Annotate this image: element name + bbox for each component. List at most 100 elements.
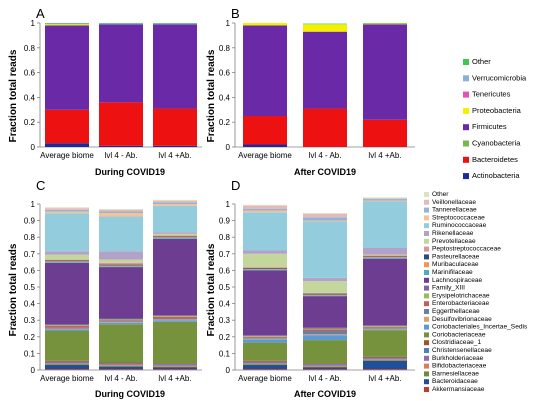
panel-d-bar-segment [243, 362, 287, 364]
panel-c-bar-segment [99, 369, 143, 370]
panel-c-bar-segment [99, 262, 143, 265]
legend-swatch [424, 285, 429, 291]
legend-swatch [463, 107, 469, 114]
panel-a-category-label: Average biome [40, 151, 94, 160]
panel-c-bar-segment [153, 367, 197, 370]
panel-d-bar-segment [363, 326, 407, 328]
panel-c-bar-segment [153, 238, 197, 239]
panel-b-category-label: lvl 4 - Ab. [309, 151, 342, 160]
panel-d-bar-segment [243, 360, 287, 362]
legend-swatch [424, 254, 429, 260]
panel-a-category-label: lvl 4 - Ab. [105, 151, 138, 160]
panel-d-bar-segment [243, 267, 287, 268]
panel-c-bar-segment [99, 363, 143, 365]
panel-d-bar-segment [303, 327, 347, 329]
panel-c-bar-segment [99, 365, 143, 367]
panel-c-bar-segment [153, 233, 197, 236]
panel-c-bar-segment [153, 205, 197, 233]
panel-c-ytick-label: 0.2 [24, 333, 36, 342]
panel-d-bar-segment [303, 221, 347, 278]
panel-d-bar-segment [243, 268, 287, 270]
panel-c-xlabel: During COVID19 [95, 389, 165, 399]
panel-d-bar-segment [363, 360, 407, 370]
panel-d-ytick-label: 0.6 [219, 266, 231, 275]
panel-d-bar-segment [303, 281, 347, 293]
legend-swatch [463, 91, 469, 98]
panel-a-bar-segment [153, 24, 197, 109]
panel-d-bar-segment [363, 256, 407, 258]
legend-label: Other [432, 191, 449, 198]
panel-c-bar-segment [99, 318, 143, 320]
panel-d-ylabel: Fraction total reads [206, 243, 217, 336]
panel-b-bar-segment [243, 144, 287, 147]
panel-b-bar-segment [363, 23, 407, 25]
legend-swatch [463, 59, 469, 65]
panel-d-bar-segment [303, 329, 347, 331]
panel-d-bar-segment [303, 340, 347, 364]
panel-d-bar-segment [303, 365, 347, 367]
panel-letter-d: D [231, 178, 240, 193]
panel-c-bar-segment [153, 365, 197, 366]
panel-d-bar-segment [363, 255, 407, 257]
legend-label: Rikenellaceae [432, 230, 474, 237]
panel-c-bar-segment [153, 366, 197, 368]
panel-d-bar-segment [363, 327, 407, 329]
legend-swatch [424, 371, 429, 377]
panel-c-bar-segment [45, 365, 89, 370]
panel-c-bar-segment [45, 362, 89, 364]
legend-swatch [424, 238, 429, 244]
panel-a-ytick-label: 0 [31, 143, 36, 152]
panel-c-bar-segment [45, 211, 89, 214]
panel-c-bar-segment [45, 262, 89, 263]
panel-d-bar-segment [243, 369, 287, 370]
panel-a-bar-segment [153, 108, 197, 146]
panel-d-bar-segment [243, 339, 287, 343]
legend-swatch [424, 277, 429, 283]
legend-label: Veillonellaceae [432, 199, 476, 206]
legend-swatch [463, 124, 469, 131]
panel-b-bar-segment [243, 23, 287, 26]
panel-d-bar-segment [243, 205, 287, 209]
legend-label: Verrucomicrobia [472, 73, 527, 82]
panel-b-bar-segment [363, 23, 407, 24]
panel-d-bar-segment [303, 217, 347, 221]
panel-d-bar-segment [303, 330, 347, 335]
panel-d-bar-segment [303, 213, 347, 218]
panel-c-bar-segment [153, 365, 197, 367]
panel-d-bar-segment [303, 334, 347, 336]
panel-b-category-label: lvl 4 +Ab. [368, 151, 401, 160]
panel-c-bar-segment [99, 365, 143, 366]
panel-c-ytick-label: 0.3 [24, 316, 36, 325]
legend-label: Pasteurellaceae [432, 253, 480, 260]
panel-c-bar-segment [99, 211, 143, 214]
panel-c-bar-segment [153, 204, 197, 206]
panel-d-bar-segment [303, 367, 347, 370]
panel-d-bar-segment [243, 338, 287, 340]
legend-swatch [424, 363, 429, 369]
panel-d-bar-segment [363, 357, 407, 359]
panel-d-ytick-label: 1 [226, 200, 231, 209]
legend-label: Erysipelotrichaceae [432, 292, 490, 299]
panel-d-bar-segment [303, 293, 347, 295]
panel-b-bar-segment [363, 24, 407, 120]
panel-c-bar-segment [45, 327, 89, 329]
panel-d-bar-segment [363, 359, 407, 361]
panel-d: D Fraction total reads After COVID19 0 0.… [206, 178, 415, 399]
panel-b-ylabel: Fraction total reads [206, 49, 217, 142]
panel-c-bar-segment [153, 369, 197, 370]
panel-d-bar-segment [243, 208, 287, 211]
panel-c-ytick-label: 0.4 [24, 300, 36, 309]
panel-d-bar-segment [243, 212, 287, 251]
legend-label: Burkholderiaceae [432, 355, 484, 362]
panel-d-bar-segment [303, 220, 347, 222]
panel-a-ytick-label: 0.6 [24, 69, 36, 78]
panel-c-bar-segment [153, 318, 197, 320]
panel-d-bar-segment [243, 269, 287, 271]
legend-label: Clostridiaceae_1 [432, 339, 481, 346]
legend-label: Family_XIII [432, 285, 465, 292]
panel-c-bar-segment [45, 208, 89, 210]
legend-label: Enterobacteriaceae [432, 300, 490, 307]
panel-a-ytick-label: 0.4 [24, 93, 36, 102]
panel-d-bar-segment [303, 295, 347, 297]
panel-c-bar-segment [99, 324, 143, 363]
